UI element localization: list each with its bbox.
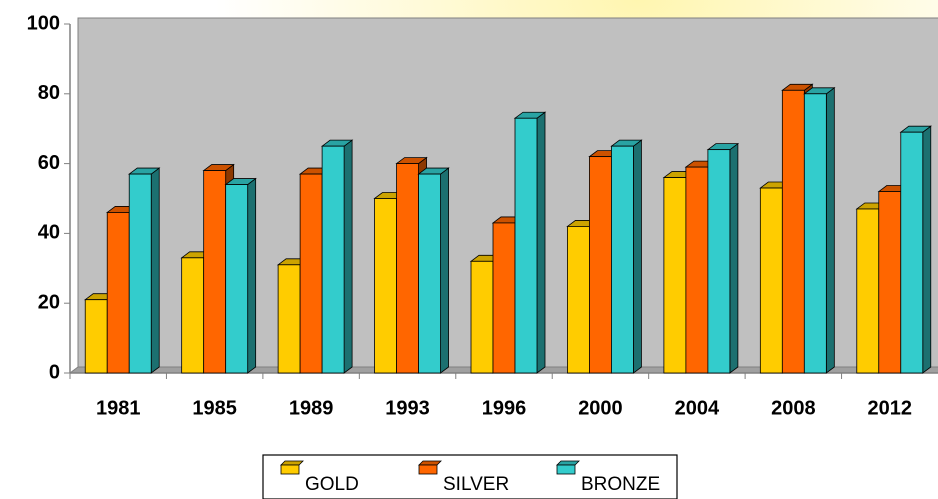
bar bbox=[492, 222, 516, 374]
bar bbox=[418, 173, 441, 374]
bar-3d bbox=[417, 167, 450, 374]
bar bbox=[611, 145, 634, 374]
bar bbox=[567, 226, 590, 374]
bar-3d bbox=[706, 142, 740, 374]
bar bbox=[299, 173, 323, 374]
bar bbox=[663, 177, 687, 374]
bar bbox=[856, 208, 880, 374]
x-tick-label: 2012 bbox=[868, 397, 913, 419]
bar bbox=[803, 93, 827, 374]
bar-3d bbox=[513, 111, 547, 374]
x-tick-label: 2008 bbox=[771, 397, 816, 419]
bar-3d bbox=[224, 177, 257, 374]
bar bbox=[470, 260, 494, 374]
bar bbox=[514, 117, 538, 374]
bar-side bbox=[825, 87, 835, 374]
bar-3d bbox=[610, 139, 643, 374]
legend-swatch bbox=[418, 464, 438, 475]
legend-swatch bbox=[556, 464, 576, 475]
bar bbox=[203, 170, 227, 374]
bar bbox=[781, 89, 805, 374]
x-tick-label: 2000 bbox=[578, 397, 623, 419]
legend-box bbox=[262, 454, 678, 499]
bar bbox=[900, 131, 924, 374]
x-tick-label: 1985 bbox=[192, 397, 237, 419]
bar-side bbox=[729, 142, 739, 374]
bar bbox=[878, 191, 902, 374]
bar bbox=[589, 156, 612, 374]
legend-swatch-top bbox=[418, 460, 442, 466]
bar-3d bbox=[320, 139, 354, 374]
y-tick-label: 20 bbox=[38, 291, 60, 313]
bar-side bbox=[343, 139, 353, 374]
legend-swatch-top bbox=[556, 460, 580, 466]
bar bbox=[321, 145, 345, 374]
bar bbox=[396, 163, 419, 374]
x-tick-label: 1993 bbox=[385, 397, 430, 419]
y-tick-label: 40 bbox=[38, 222, 60, 244]
legend-swatch-top bbox=[280, 460, 304, 466]
bar-side bbox=[633, 139, 642, 374]
bar bbox=[84, 299, 108, 374]
bar-side bbox=[247, 177, 257, 374]
y-tick-label: 80 bbox=[38, 82, 60, 104]
legend-label: GOLD bbox=[305, 474, 359, 495]
bar-side bbox=[440, 167, 449, 374]
legend-swatch bbox=[280, 464, 300, 475]
bar-3d bbox=[803, 87, 836, 374]
bar-side bbox=[150, 167, 160, 374]
bar bbox=[685, 166, 709, 374]
bar bbox=[225, 184, 249, 374]
bar bbox=[759, 187, 783, 374]
bar-side bbox=[922, 125, 932, 374]
bar bbox=[277, 264, 301, 374]
bar bbox=[181, 257, 205, 374]
legend-label: SILVER bbox=[443, 474, 509, 495]
bar-3d bbox=[128, 167, 161, 374]
y-tick-label: 60 bbox=[38, 152, 60, 174]
x-tick-label: 1996 bbox=[482, 397, 527, 419]
y-tick-label: 100 bbox=[27, 12, 60, 34]
bar-3d bbox=[899, 125, 932, 374]
y-tick-label: 0 bbox=[49, 361, 60, 383]
bar-side bbox=[536, 111, 546, 374]
bar bbox=[374, 198, 397, 374]
bar bbox=[707, 149, 731, 374]
bar bbox=[106, 212, 130, 374]
x-tick-label: 1989 bbox=[289, 397, 334, 419]
bar bbox=[128, 173, 152, 374]
legend-label: BRONZE bbox=[581, 474, 660, 495]
x-tick-label: 2004 bbox=[675, 397, 720, 419]
x-tick-label: 1981 bbox=[96, 397, 141, 419]
